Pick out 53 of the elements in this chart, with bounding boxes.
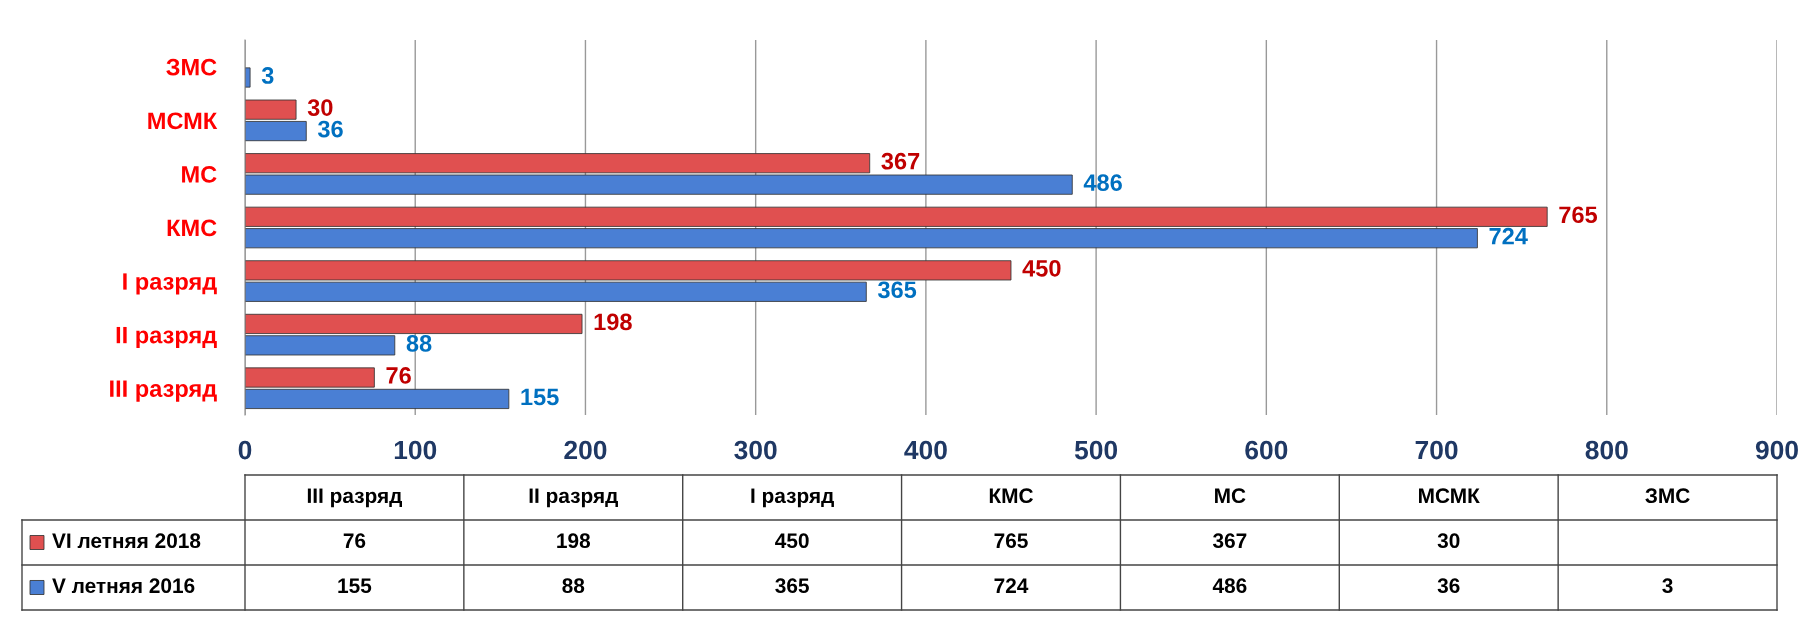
x-tick-label: 400 (904, 440, 947, 460)
data-label: 76 (386, 367, 411, 384)
x-tick-label: 100 (394, 440, 437, 460)
category-label: КМС (989, 488, 1033, 504)
data-label: 88 (406, 334, 432, 352)
data-label: 155 (521, 388, 559, 406)
x-tick-label: 600 (1245, 440, 1288, 460)
data-label: 765 (994, 533, 1028, 549)
data-label: 3 (1662, 578, 1673, 594)
category-label: ЗМС (1645, 488, 1690, 504)
x-tick-label: 200 (564, 440, 607, 460)
data-label: 724 (994, 578, 1029, 593)
data-label: 198 (557, 533, 591, 549)
data-label: 765 (1559, 206, 1598, 224)
data-label: 486 (1212, 578, 1247, 594)
category-label: I разряд (751, 488, 834, 508)
x-tick-label: 800 (1585, 440, 1628, 460)
data-label: 30 (1437, 533, 1460, 549)
data-label: 367 (881, 152, 920, 170)
y-tick-label: МСМК (148, 112, 218, 130)
x-tick-label: 700 (1415, 440, 1458, 460)
x-tick-label: 0 (238, 440, 252, 460)
x-tick-label: 900 (1755, 440, 1798, 460)
category-label: II разряд (529, 488, 618, 508)
data-label: 367 (1212, 533, 1247, 549)
data-label: 198 (594, 313, 632, 331)
data-label: 365 (877, 281, 917, 299)
data-label: 155 (338, 578, 372, 594)
data-label: 30 (307, 99, 333, 117)
category-label: МСМК (1419, 488, 1480, 504)
data-label: 36 (317, 120, 343, 138)
category-label: III разряд (307, 488, 402, 508)
legend-label: V летняя 2016 (52, 578, 195, 594)
data-label: 486 (1083, 174, 1122, 191)
y-tick-label: МС (182, 166, 217, 183)
legend-label: VI летняя 2018 (52, 533, 201, 549)
y-tick-label: ЗМС (166, 58, 217, 76)
y-tick-label: I разряд (123, 273, 217, 295)
y-tick-label: КМС (167, 219, 217, 237)
data-label: 365 (775, 578, 809, 594)
data-label: 450 (775, 533, 809, 549)
x-tick-label: 300 (734, 440, 777, 460)
bar (245, 67, 251, 88)
data-label: 3 (261, 67, 274, 84)
x-tick-label: 500 (1074, 440, 1118, 460)
data-label: 88 (562, 578, 585, 594)
data-label: 36 (1437, 578, 1460, 594)
category-label: МС (1215, 488, 1246, 504)
y-tick-label: III разряд (110, 380, 217, 402)
data-label: 450 (1022, 259, 1061, 277)
y-tick-label: II разряд (116, 326, 217, 349)
data-label: 724 (1489, 227, 1528, 245)
data-label: 76 (343, 533, 366, 549)
